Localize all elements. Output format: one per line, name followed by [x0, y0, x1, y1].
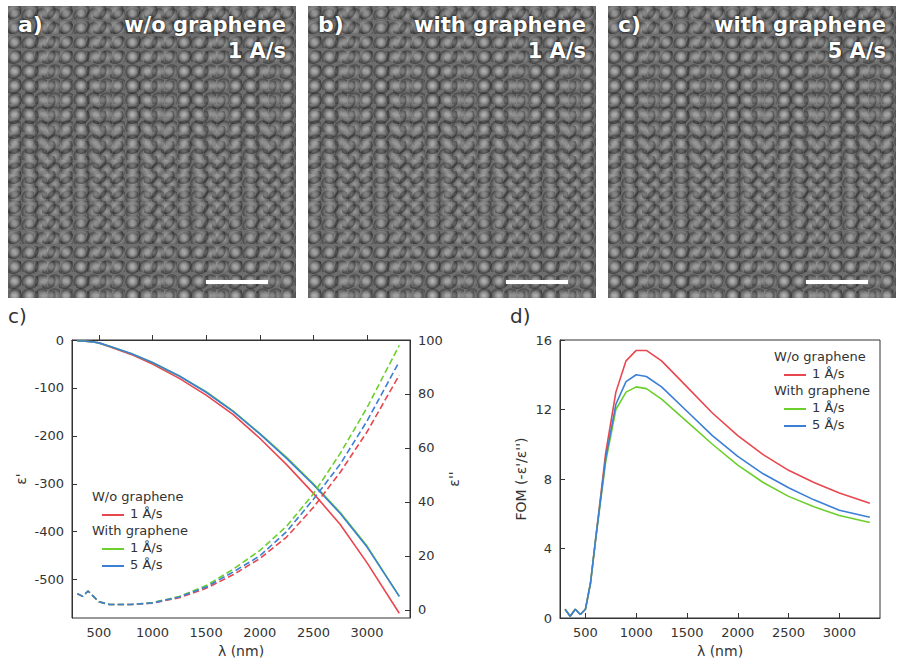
svg-text:3000: 3000: [823, 625, 856, 640]
html-text:1 Å/s: 1 Å/s: [812, 400, 845, 415]
svg-text:500: 500: [86, 625, 111, 640]
svg-text:1000: 1000: [620, 625, 653, 640]
svg-text:0: 0: [418, 602, 426, 617]
svg-text:-200: -200: [34, 428, 64, 443]
html-text:With graphene: With graphene: [774, 383, 870, 398]
html-text:1 A/s: 1 A/s: [527, 39, 586, 63]
svg-text:20: 20: [418, 548, 435, 563]
html-text:1 Å/s: 1 Å/s: [130, 506, 163, 521]
svg-text:-100: -100: [34, 380, 64, 395]
svg-text:12: 12: [535, 402, 552, 417]
html-text:with graphene: with graphene: [714, 13, 886, 37]
svg-text:-400: -400: [34, 524, 64, 539]
svg-text:2000: 2000: [243, 625, 276, 640]
html-text:5 A/s: 5 A/s: [827, 39, 886, 63]
svg-text:2500: 2500: [772, 625, 805, 640]
svg-text:8: 8: [544, 472, 552, 487]
svg-text:500: 500: [573, 625, 598, 640]
svg-text:2000: 2000: [721, 625, 754, 640]
svg-text:-300: -300: [34, 476, 64, 491]
html-text:With graphene: With graphene: [92, 523, 188, 538]
svg-text:16: 16: [535, 333, 552, 348]
svg-text:ε'': ε'': [446, 471, 462, 486]
svg-text:80: 80: [418, 386, 435, 401]
svg-text:c): c): [8, 304, 27, 328]
svg-text:2500: 2500: [297, 625, 330, 640]
svg-text:λ (nm): λ (nm): [218, 643, 264, 659]
svg-text:FOM (-ε'/ε''): FOM (-ε'/ε''): [513, 438, 529, 521]
svg-text:3000: 3000: [351, 625, 384, 640]
svg-text:1500: 1500: [190, 625, 223, 640]
svg-text:-500: -500: [34, 572, 64, 587]
html-text:1 A/s: 1 A/s: [227, 39, 286, 63]
html-text:5 Å/s: 5 Å/s: [812, 417, 845, 432]
svg-text:d): d): [510, 304, 531, 328]
svg-text:40: 40: [418, 494, 435, 509]
html-text:1 Å/s: 1 Å/s: [812, 366, 845, 381]
svg-text:60: 60: [418, 440, 435, 455]
html-text:w/o graphene: w/o graphene: [124, 13, 286, 37]
html-text:c): c): [618, 12, 642, 37]
html-text:W/o graphene: W/o graphene: [774, 349, 866, 364]
html-text:W/o graphene: W/o graphene: [92, 489, 184, 504]
svg-text:0: 0: [56, 333, 64, 348]
svg-text:4: 4: [544, 541, 552, 556]
svg-text:1000: 1000: [136, 625, 169, 640]
svg-text:1500: 1500: [670, 625, 703, 640]
html-text:a): a): [18, 12, 43, 37]
svg-text:λ (nm): λ (nm): [697, 643, 743, 659]
html-text:5 Å/s: 5 Å/s: [130, 557, 163, 572]
html-text:b): b): [318, 12, 344, 37]
html-text:1 Å/s: 1 Å/s: [130, 540, 163, 555]
svg-text:100: 100: [418, 333, 443, 348]
svg-text:0: 0: [544, 611, 552, 626]
svg-text:ε': ε': [13, 473, 29, 484]
html-text:with graphene: with graphene: [414, 13, 586, 37]
